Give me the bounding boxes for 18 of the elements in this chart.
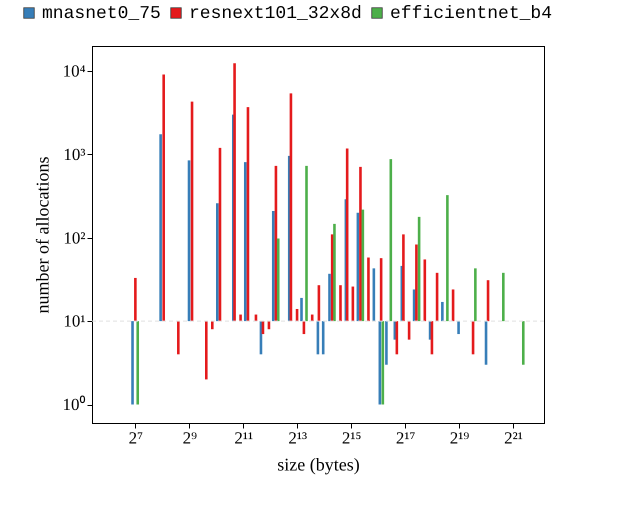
x-tick-label: 2⁹ [182,428,198,448]
y-axis-title: number of allocations [32,156,52,314]
x-tick-label: 2¹⁹ [450,428,470,448]
legend-label: efficientnet_b4 [390,4,552,24]
x-tick-label: 2¹⁵ [342,428,362,448]
y-tick-label: 10⁰ [62,395,86,414]
legend-label: mnasnet0_75 [42,4,161,24]
x-tick-label: 2¹³ [288,428,308,448]
x-tick-label: 2¹¹ [234,428,254,448]
x-axis-title: size (bytes) [277,454,360,474]
x-tick-label: 2²¹ [504,428,523,448]
y-tick-label: 10⁴ [62,62,86,81]
x-tick-label: 2⁷ [128,428,144,448]
x-tick-label: 2¹⁷ [396,428,416,448]
y-tick-label: 10² [63,228,86,248]
y-tick-label: 10³ [63,144,86,164]
y-tick-label: 10¹ [63,312,86,331]
legend-label: resnext101_32x8d [189,4,362,24]
